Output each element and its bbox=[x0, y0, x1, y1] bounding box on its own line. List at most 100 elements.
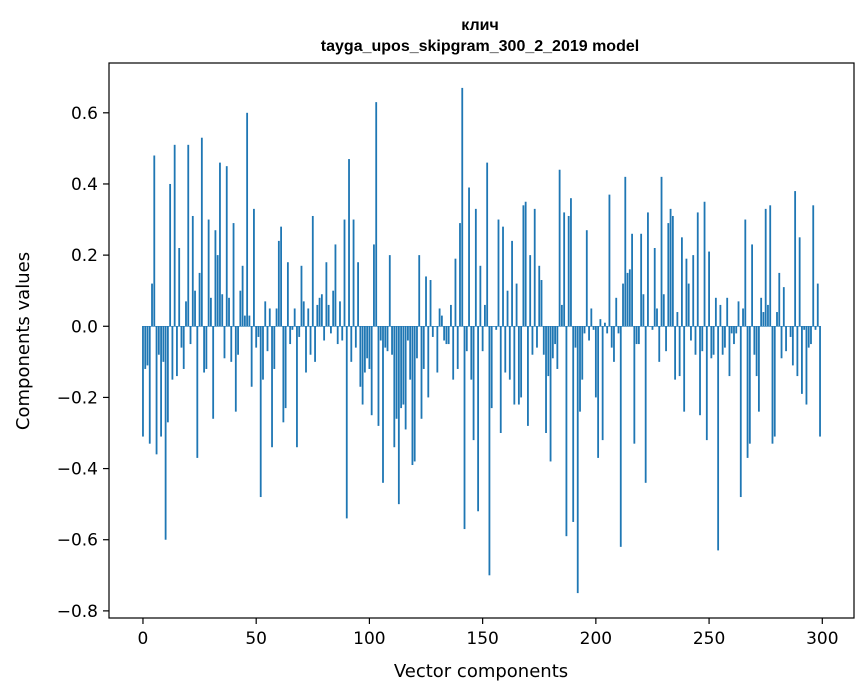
y-tick-label: 0.2 bbox=[71, 246, 98, 266]
bar bbox=[622, 283, 624, 327]
bar bbox=[332, 290, 335, 327]
bar bbox=[671, 215, 674, 327]
bar bbox=[701, 326, 704, 352]
bar bbox=[216, 255, 219, 327]
bar bbox=[531, 326, 534, 355]
bar bbox=[608, 194, 611, 327]
bar bbox=[767, 304, 769, 327]
bar bbox=[742, 308, 744, 327]
bar bbox=[413, 326, 416, 462]
bar bbox=[696, 212, 699, 327]
bar bbox=[425, 276, 427, 327]
bar bbox=[246, 112, 249, 327]
bar bbox=[305, 326, 307, 373]
x-tick-label: 150 bbox=[466, 629, 498, 649]
bar bbox=[545, 326, 547, 433]
bar bbox=[590, 308, 593, 327]
bar bbox=[585, 230, 588, 327]
bar bbox=[214, 230, 217, 327]
bar bbox=[266, 326, 269, 352]
bar bbox=[764, 208, 767, 327]
bar bbox=[676, 312, 679, 327]
bar bbox=[239, 290, 242, 327]
bar bbox=[418, 255, 421, 327]
bar bbox=[445, 326, 448, 345]
bar bbox=[409, 326, 412, 380]
bar bbox=[169, 183, 172, 327]
bar bbox=[814, 326, 817, 330]
bar bbox=[565, 326, 568, 537]
bar bbox=[681, 237, 683, 327]
plot-frame bbox=[108, 62, 855, 619]
bar bbox=[302, 301, 305, 327]
bar bbox=[497, 219, 500, 327]
bar bbox=[300, 265, 303, 327]
bar bbox=[438, 308, 441, 327]
bar bbox=[653, 248, 656, 327]
bar bbox=[791, 326, 794, 366]
bar bbox=[615, 297, 618, 327]
bar bbox=[773, 326, 776, 437]
bar bbox=[520, 326, 523, 398]
bar bbox=[803, 326, 806, 330]
bar bbox=[203, 326, 206, 373]
bar bbox=[388, 255, 391, 327]
bar bbox=[397, 326, 400, 505]
bar bbox=[298, 326, 301, 337]
bar bbox=[810, 326, 812, 345]
bar bbox=[678, 326, 681, 377]
bar bbox=[782, 287, 785, 327]
bar bbox=[282, 326, 285, 423]
bar bbox=[637, 326, 640, 345]
y-tick-label: −0.2 bbox=[57, 388, 98, 408]
bar bbox=[660, 176, 663, 327]
bar bbox=[200, 137, 203, 327]
bar bbox=[816, 283, 819, 327]
bar bbox=[558, 169, 561, 327]
bar bbox=[327, 304, 330, 327]
x-tick-label: 100 bbox=[353, 629, 385, 649]
bar bbox=[798, 237, 801, 327]
bar bbox=[656, 308, 658, 327]
bar bbox=[241, 265, 244, 327]
bar bbox=[762, 312, 765, 327]
x-tick-label: 0 bbox=[138, 629, 149, 649]
bar bbox=[705, 326, 708, 441]
bar bbox=[692, 255, 695, 327]
bar bbox=[404, 326, 407, 430]
bar bbox=[744, 219, 747, 327]
x-tick-label: 300 bbox=[806, 629, 838, 649]
bar bbox=[529, 255, 532, 327]
bar bbox=[789, 326, 792, 337]
bar bbox=[463, 326, 466, 530]
bar bbox=[739, 326, 742, 498]
bar bbox=[391, 326, 393, 355]
bar bbox=[757, 326, 760, 412]
bar bbox=[386, 326, 389, 352]
bar bbox=[316, 304, 319, 327]
bar bbox=[753, 326, 756, 355]
x-tick-label: 200 bbox=[580, 629, 612, 649]
bar bbox=[576, 326, 579, 594]
bar bbox=[379, 326, 382, 341]
bar bbox=[468, 187, 470, 327]
bar bbox=[794, 191, 797, 327]
bar bbox=[515, 283, 518, 327]
bar bbox=[325, 262, 328, 327]
bar bbox=[275, 308, 278, 327]
bar bbox=[601, 326, 604, 441]
bar bbox=[619, 326, 622, 547]
bar bbox=[812, 205, 815, 327]
bar bbox=[640, 233, 643, 327]
bar bbox=[370, 326, 373, 416]
bar bbox=[323, 326, 326, 341]
bar bbox=[228, 297, 230, 327]
bar bbox=[574, 326, 577, 348]
bar bbox=[334, 244, 337, 327]
bar bbox=[556, 326, 559, 369]
bar bbox=[667, 223, 670, 327]
bar bbox=[352, 219, 355, 327]
bar bbox=[280, 226, 282, 327]
y-axis-label: Components values bbox=[13, 252, 34, 430]
bar bbox=[232, 223, 235, 327]
